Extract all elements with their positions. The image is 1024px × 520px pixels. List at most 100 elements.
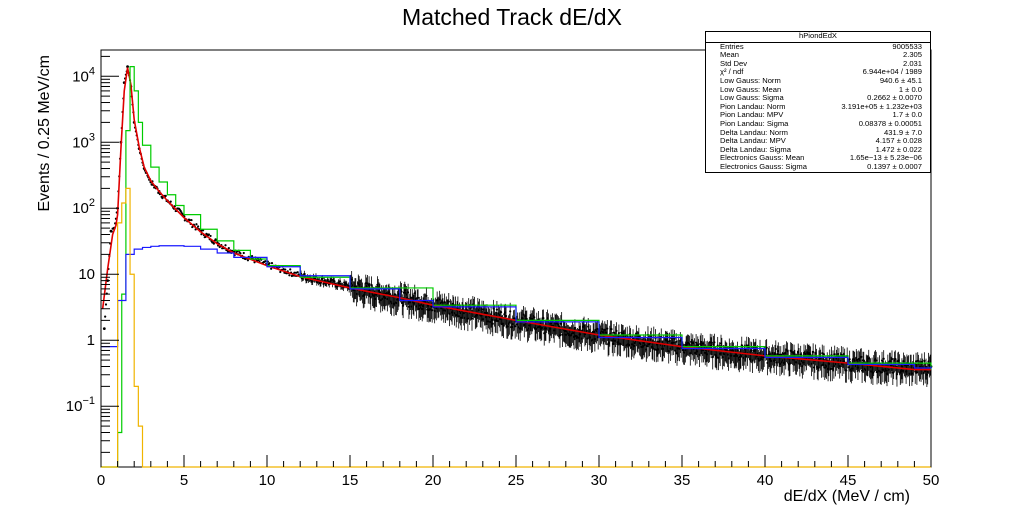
stats-label: Pion Landau: Sigma bbox=[720, 118, 789, 128]
x-tick-label: 40 bbox=[757, 472, 774, 489]
stats-label: Low Gauss: Sigma bbox=[720, 93, 784, 103]
stats-value: 9005533 bbox=[892, 41, 922, 51]
data-point bbox=[270, 262, 274, 265]
data-point bbox=[246, 259, 250, 262]
stats-value: 1.472 ± 0.022 bbox=[875, 144, 922, 154]
stats-label: Delta Landau: Sigma bbox=[720, 144, 791, 154]
stats-label: Entries bbox=[720, 41, 744, 51]
stats-row: Pion Landau: MPV 1.7 ± 0.0 bbox=[706, 111, 930, 120]
data-point bbox=[522, 313, 525, 316]
data-point bbox=[402, 304, 405, 307]
y-tick-label: 1 bbox=[87, 332, 95, 349]
stats-value: 1.7 ± 0.0 bbox=[892, 110, 923, 120]
data-point bbox=[293, 271, 296, 274]
data-point bbox=[495, 308, 499, 311]
step-line bbox=[101, 187, 931, 468]
stats-label: Pion Landau: MPV bbox=[720, 110, 784, 120]
data-point bbox=[765, 346, 768, 349]
data-point bbox=[890, 357, 894, 361]
stats-label: Low Gauss: Mean bbox=[720, 84, 782, 94]
data-point bbox=[880, 359, 884, 362]
x-tick-label: 0 bbox=[97, 472, 105, 489]
stats-label: Low Gauss: Norm bbox=[720, 75, 781, 85]
data-point bbox=[164, 194, 167, 197]
data-point bbox=[491, 322, 494, 325]
data-point bbox=[297, 273, 300, 276]
stats-rows: Entries 9005533 Mean 2.305 Std Dev 2.031 χ² / … bbox=[706, 41, 930, 172]
stats-label: Delta Landau: MPV bbox=[720, 136, 786, 146]
data-point bbox=[860, 355, 863, 358]
data-point bbox=[188, 218, 191, 222]
data-point bbox=[226, 250, 230, 253]
stats-label: Mean bbox=[720, 50, 739, 60]
data-point bbox=[288, 274, 291, 277]
data-point bbox=[833, 353, 836, 356]
data-point bbox=[675, 340, 678, 343]
data-point bbox=[110, 230, 113, 233]
stats-value: 0.1397 ± 0.0007 bbox=[867, 161, 922, 171]
data-point bbox=[751, 359, 754, 362]
stats-row: Delta Landau: MPV 4.157 ± 0.028 bbox=[706, 137, 930, 146]
stats-row: Delta Landau: Sigma 1.472 ± 0.022 bbox=[706, 144, 930, 155]
stats-row: Low Gauss: Norm 940.6 ± 45.1 bbox=[706, 75, 930, 86]
data-point bbox=[914, 360, 918, 363]
data-point bbox=[750, 349, 753, 352]
data-point bbox=[242, 251, 245, 255]
data-point bbox=[525, 317, 528, 321]
x-tick-label: 15 bbox=[342, 472, 359, 489]
data-point bbox=[338, 280, 342, 283]
stats-row: Pion Landau: Sigma 0.08378 ± 0.00051 bbox=[706, 118, 930, 129]
stats-value: 0.08378 ± 0.00051 bbox=[858, 118, 922, 128]
data-point bbox=[102, 327, 106, 331]
data-point bbox=[666, 340, 669, 343]
stats-value: 6.944e+04 / 1989 bbox=[862, 67, 922, 77]
data-point bbox=[197, 225, 200, 228]
data-point bbox=[239, 252, 242, 255]
data-point bbox=[710, 341, 713, 344]
data-point bbox=[651, 347, 655, 350]
chart-title: Matched Track dE/dX bbox=[402, 4, 622, 30]
data-point bbox=[845, 369, 848, 372]
data-point bbox=[644, 338, 647, 342]
stats-row: Electronics Gauss: Sigma 0.1397 ± 0.0007 bbox=[706, 161, 930, 172]
data-point bbox=[673, 337, 676, 340]
data-point bbox=[268, 262, 271, 265]
stats-label: Pion Landau: Norm bbox=[720, 101, 786, 111]
data-point bbox=[150, 183, 153, 186]
data-point bbox=[514, 325, 517, 328]
step-line bbox=[101, 245, 932, 369]
data-point bbox=[407, 291, 410, 294]
data-point bbox=[400, 290, 403, 293]
series-delta-landau bbox=[101, 245, 932, 369]
data-point bbox=[190, 218, 193, 222]
data-point bbox=[829, 367, 832, 371]
data-point bbox=[227, 247, 230, 250]
y-tick-label: 103 bbox=[72, 131, 95, 151]
y-tick-label: 102 bbox=[72, 197, 95, 217]
data-point bbox=[250, 254, 254, 258]
data-point bbox=[923, 359, 926, 362]
y-tick-label: 10−1 bbox=[66, 395, 95, 415]
stats-value: 940.6 ± 45.1 bbox=[879, 75, 922, 85]
stats-row: Std Dev 2.031 bbox=[706, 58, 930, 69]
stats-label: Std Dev bbox=[720, 58, 748, 68]
data-point bbox=[509, 310, 512, 313]
data-point bbox=[875, 359, 878, 362]
data-point bbox=[284, 268, 287, 271]
stats-value: 0.2662 ± 0.0070 bbox=[867, 93, 922, 103]
y-axis-label: Events / 0.25 MeV/cm bbox=[36, 55, 53, 212]
data-point bbox=[289, 268, 292, 271]
data-point bbox=[480, 308, 484, 311]
x-tick-label: 45 bbox=[840, 472, 857, 489]
data-point bbox=[212, 242, 215, 245]
data-point bbox=[157, 191, 160, 194]
stats-value: 4.157 ± 0.028 bbox=[875, 136, 922, 146]
stats-value: 2.305 bbox=[902, 50, 922, 60]
stats-row: Mean 2.305 bbox=[706, 51, 930, 60]
data-point bbox=[470, 317, 474, 320]
data-point bbox=[104, 315, 107, 318]
data-point bbox=[774, 347, 777, 351]
y-tick-label: 10 bbox=[78, 266, 95, 283]
data-point bbox=[311, 280, 314, 283]
